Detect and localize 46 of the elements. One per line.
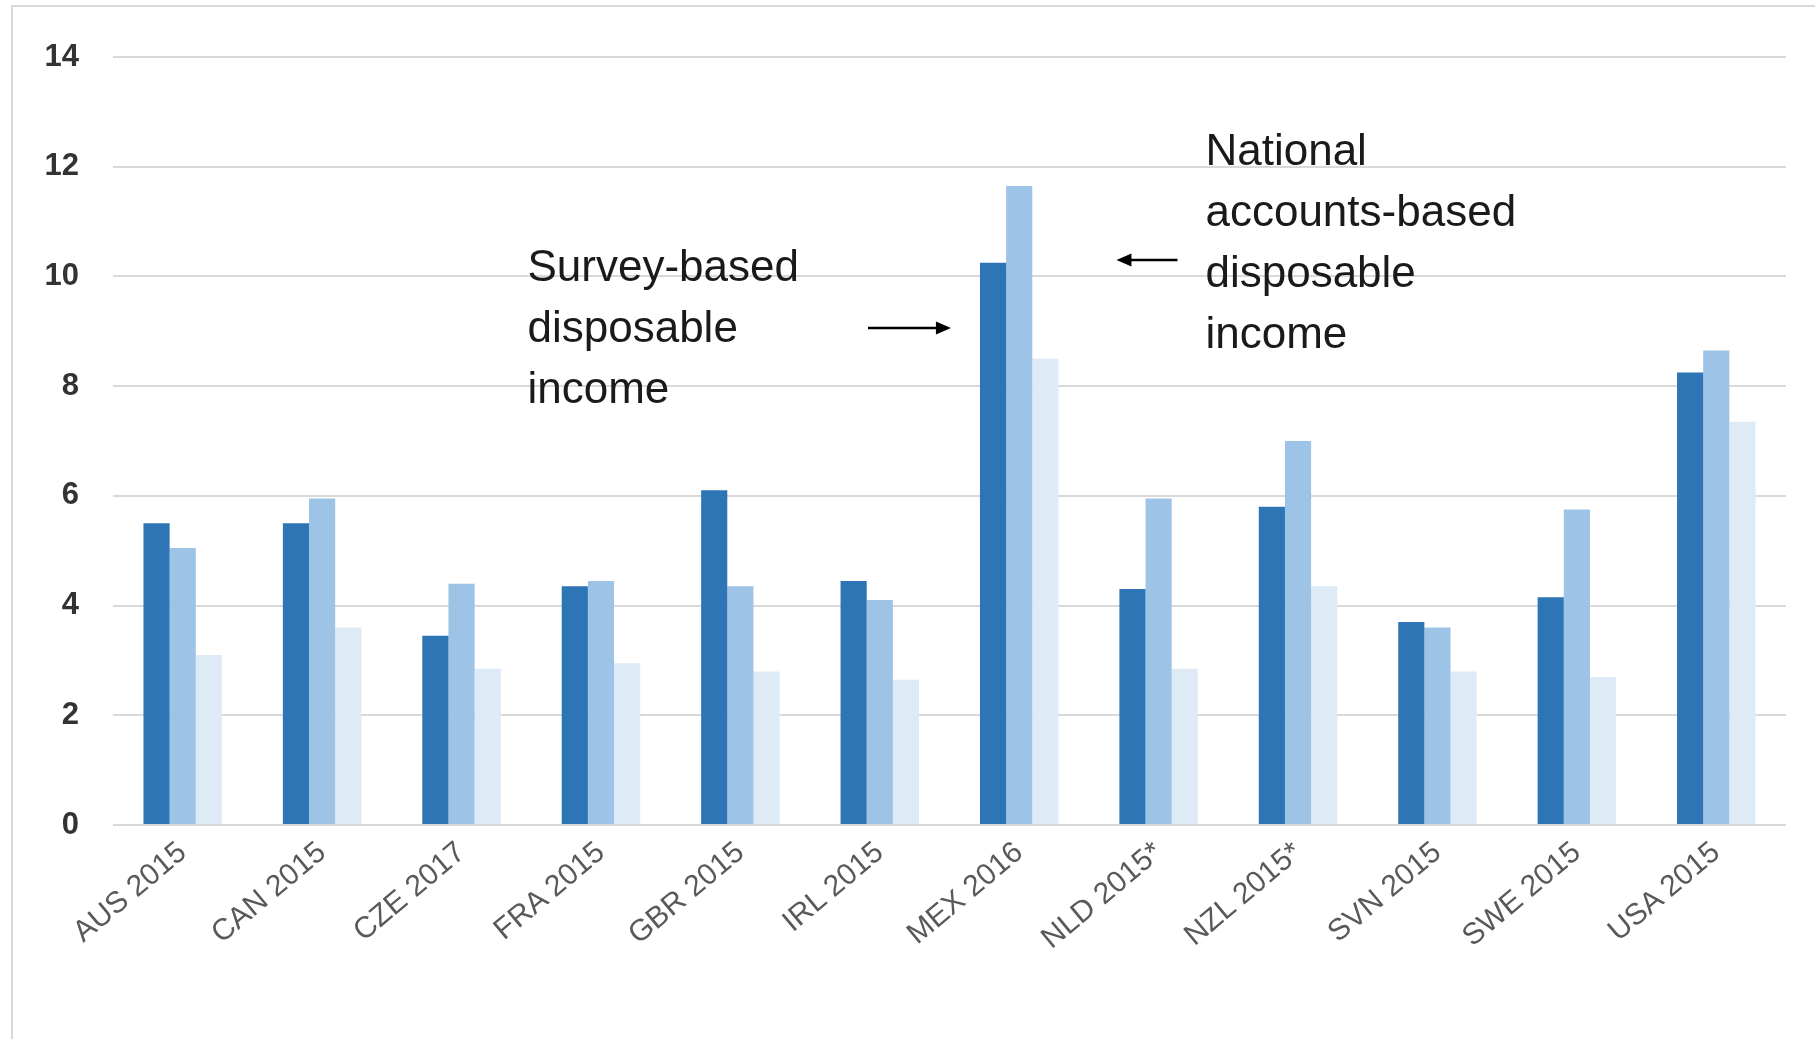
- bar: [1171, 668, 1198, 824]
- bar: [1450, 671, 1477, 824]
- bar: [1703, 350, 1730, 824]
- bar: [282, 523, 310, 824]
- bar: [169, 547, 196, 824]
- bar: [1284, 441, 1312, 824]
- bar: [892, 679, 920, 824]
- bar: [701, 490, 728, 824]
- y-tick-label: 2: [61, 695, 79, 731]
- y-tick-label: 12: [44, 147, 79, 183]
- bar: [1311, 586, 1338, 824]
- bar: [727, 586, 754, 824]
- bar: [587, 580, 615, 824]
- bar: [1032, 358, 1059, 824]
- annotation: National accounts-based disposable income: [1205, 125, 1517, 357]
- bar: [1424, 627, 1451, 824]
- bar: [979, 262, 1007, 824]
- bar: [474, 668, 501, 824]
- bar: [1006, 185, 1033, 824]
- y-tick-label: 4: [61, 586, 80, 622]
- bar: [1145, 498, 1172, 824]
- y-tick-label: 8: [61, 366, 79, 402]
- bar: [422, 635, 449, 824]
- bar: [561, 586, 588, 824]
- y-tick-label: 6: [61, 476, 79, 512]
- bar: [1677, 372, 1704, 824]
- annotation: Survey-based disposable income: [527, 241, 799, 412]
- bar: [1119, 589, 1146, 824]
- bar: [1729, 421, 1756, 824]
- bar: [753, 671, 780, 824]
- bar: [335, 627, 362, 824]
- bar: [840, 580, 867, 824]
- bar: [195, 654, 222, 824]
- bar: [866, 600, 893, 824]
- y-tick-label: 10: [44, 256, 79, 292]
- bar: [143, 523, 170, 824]
- bar: [1258, 506, 1285, 824]
- y-tick-label: 14: [44, 37, 80, 73]
- bar: [614, 663, 641, 824]
- bar: [309, 498, 336, 824]
- bar: [1398, 622, 1425, 824]
- bar: [1589, 676, 1617, 824]
- bar: [1537, 597, 1564, 824]
- y-tick-label: 0: [61, 805, 79, 841]
- bar: [1563, 509, 1590, 824]
- bar: [448, 583, 475, 824]
